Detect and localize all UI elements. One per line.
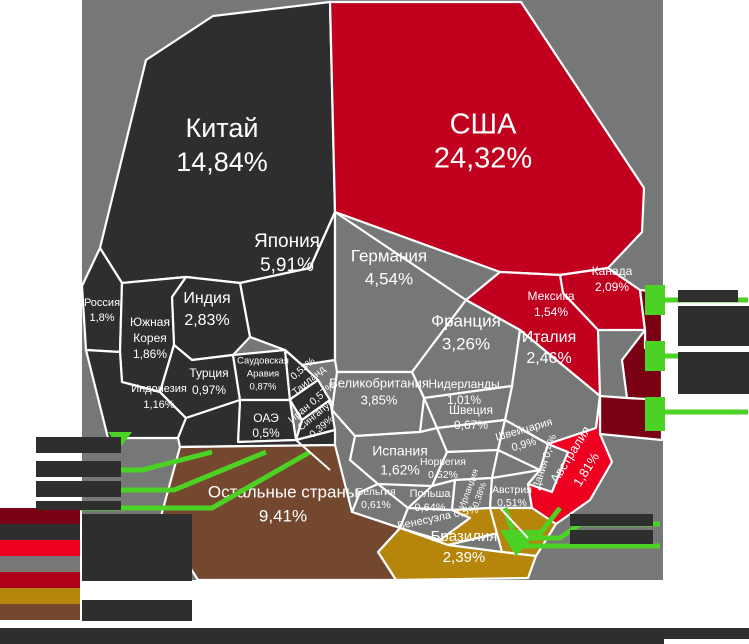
callout-label-left-3 — [36, 481, 121, 497]
callout-label-right-2 — [678, 306, 749, 346]
callout-label-bottom-2 — [570, 530, 653, 544]
label-china-name: Китай — [186, 113, 259, 143]
inner-leader-2 — [295, 439, 331, 471]
legend-swatch-0[interactable] — [0, 508, 80, 524]
label-brazil-name: Бразилия — [431, 528, 498, 545]
label-canada-name: Канада — [592, 264, 633, 278]
leader-block-r3 — [645, 397, 665, 431]
region-oceania — [526, 394, 614, 526]
label-germany-pct: 4,54% — [365, 269, 413, 288]
label-spain-pct: 1,62% — [380, 462, 420, 478]
label-sweden-pct: 0,67% — [454, 418, 488, 432]
legend-swatch-1[interactable] — [0, 524, 80, 540]
label-norway-pct: 0,52% — [428, 469, 458, 481]
label-saudi-pct: 0,87% — [250, 382, 277, 393]
legend-label-box-1 — [82, 514, 192, 581]
label-italy-pct: 2,46% — [526, 350, 571, 367]
cell-iran[interactable] — [288, 378, 332, 422]
bottom-redaction-bar — [0, 628, 664, 644]
label-netherlands-pct: 1,01% — [447, 393, 481, 407]
bottom-redaction-bar-2 — [664, 628, 749, 639]
label-spain-name: Испания — [372, 443, 428, 459]
leader-block-r2 — [645, 341, 665, 371]
label-brazil-pct: 2,39% — [443, 549, 486, 566]
label-turkey-name: Турция — [189, 366, 228, 380]
region-europe — [330, 210, 602, 542]
leader-bottom-2 — [536, 506, 562, 538]
label-uk-pct: 3,85% — [361, 392, 398, 407]
callout-label-right-3 — [678, 352, 749, 394]
label-belgium-pct: 0,61% — [361, 499, 391, 511]
label-netherlands-name: Нидерланды — [428, 377, 499, 391]
inner-leaders — [295, 439, 529, 539]
label-mexico-name: Мексика — [527, 289, 574, 303]
label-russia-name: Россия — [84, 297, 120, 309]
legend-swatch-2[interactable] — [0, 540, 80, 556]
legend-swatch-6[interactable] — [0, 604, 80, 620]
legend-swatch-3[interactable] — [0, 556, 80, 572]
label-japan-pct: 5,91% — [260, 255, 314, 276]
label-india-name: Индия — [183, 290, 230, 307]
callout-label-bottom-1 — [570, 514, 653, 526]
callout-label-right-1 — [678, 290, 738, 302]
leader-block-r1 — [645, 285, 665, 315]
inner-leader-1 — [499, 507, 529, 539]
label-russia-pct: 1,8% — [89, 312, 114, 324]
region-north-america — [328, 0, 647, 398]
label-uae-name: ОАЭ — [253, 411, 279, 425]
region-asia — [80, 0, 337, 449]
callout-label-left-1 — [36, 437, 121, 453]
label-belgium-name: Бельгия — [356, 486, 395, 498]
label-usa-pct: 24,32% — [434, 143, 532, 175]
legend — [0, 508, 80, 620]
callout-label-left-4 — [36, 501, 121, 510]
label-sweden-name: Швеция — [449, 403, 493, 417]
label-skorea-name1: Южная — [130, 315, 170, 329]
label-china-pct: 14,84% — [176, 147, 268, 177]
label-rest-pct: 9,41% — [259, 506, 307, 525]
label-turkey-pct: 0,97% — [192, 383, 226, 397]
label-india-pct: 2,83% — [184, 312, 229, 329]
legend-swatch-5[interactable] — [0, 588, 80, 604]
label-norway-name: Норвегия — [420, 456, 466, 468]
label-usa-name: США — [450, 109, 518, 141]
label-indonesia-name: Индонезия — [131, 383, 187, 395]
label-italy-name: Италия — [522, 329, 576, 346]
label-saudi-name2: Аравия — [247, 369, 279, 380]
legend-label-box-2 — [82, 600, 192, 621]
label-france-name: Франция — [431, 311, 501, 330]
leader-arrow-bottom — [500, 530, 540, 556]
label-skorea-name2: Корея — [133, 331, 167, 345]
label-mexico-pct: 1,54% — [534, 305, 568, 319]
label-austria-name: Австрия — [492, 484, 532, 496]
label-austria-pct: 0,51% — [497, 497, 527, 509]
label-japan-name: Япония — [254, 231, 320, 252]
label-poland-pct: 0,64% — [414, 502, 445, 514]
label-skorea-pct: 1,86% — [133, 347, 167, 361]
cell-japan[interactable] — [238, 210, 337, 367]
label-uk-name: Великобритания — [329, 375, 429, 390]
label-indonesia-pct: 1,16% — [143, 399, 174, 411]
label-canada-pct: 2,09% — [595, 280, 629, 294]
callout-label-left-2 — [36, 461, 121, 477]
label-poland-name: Польша — [410, 488, 452, 500]
label-france-pct: 3,26% — [442, 334, 490, 353]
label-uae-pct: 0,5% — [252, 426, 280, 440]
legend-swatch-4[interactable] — [0, 572, 80, 588]
label-saudi-name1: Саудовская — [237, 356, 289, 367]
label-germany-name: Германия — [351, 246, 427, 265]
cell-australia[interactable] — [526, 394, 614, 526]
